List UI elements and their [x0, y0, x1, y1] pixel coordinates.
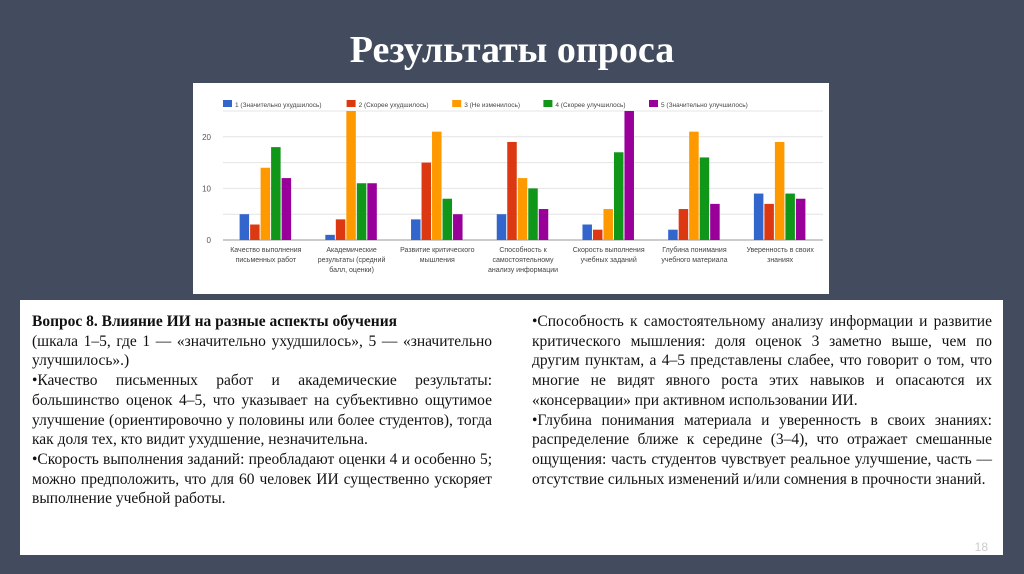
x-tick-label: результаты (средний [318, 256, 386, 264]
bar [785, 193, 795, 240]
bar [356, 183, 367, 240]
slide-title: Результаты опроса [349, 29, 675, 71]
x-tick-label: самостоятельному [492, 257, 554, 264]
right-column: •Способность к самостоятельному анализу … [532, 312, 992, 489]
y-tick-label: 0 [207, 236, 212, 245]
x-tick-label: Развитие критического [400, 247, 474, 254]
paragraph: •Способность к самостоятельному анализу … [532, 313, 992, 409]
question-heading: Вопрос 8. Влияние ИИ на разные аспекты о… [32, 313, 398, 330]
y-tick-label: 10 [202, 184, 211, 193]
x-tick-label: балл, оценки) [329, 266, 374, 274]
x-tick-label: анализу информации [488, 267, 558, 274]
bar [421, 162, 432, 240]
bar [346, 111, 356, 240]
legend-swatch [649, 100, 658, 107]
bar [453, 214, 463, 240]
bar [411, 219, 421, 240]
bar [592, 229, 603, 240]
bar [250, 224, 260, 240]
legend-swatch [223, 100, 232, 107]
bar [795, 198, 806, 240]
x-tick-label: Академические [326, 247, 376, 254]
paragraph: •Качество письменных работ и академическ… [32, 372, 492, 449]
legend-label: 3 (Не изменилось) [464, 102, 520, 109]
bar [764, 203, 774, 240]
bar-chart: 0 10 20 1 (Значительно ухудшилось) 2 (Скорее… [193, 83, 829, 294]
bar [367, 183, 377, 240]
bar [699, 157, 710, 240]
legend-swatch [452, 100, 462, 107]
bar [538, 209, 549, 240]
y-tick-label: 20 [202, 133, 211, 142]
bar [335, 219, 346, 240]
x-tick-label: знаниях [767, 257, 794, 264]
legend-label: 4 (Скорее улучшилось) [555, 102, 625, 109]
x-tick-label: Скорость выполнения [573, 247, 645, 254]
legend-swatch [346, 100, 356, 107]
bar [239, 214, 250, 240]
bar [496, 214, 507, 240]
bar [260, 167, 271, 240]
legend-label: 5 (Значительно улучшилось) [661, 102, 748, 109]
x-tick-label: письменных работ [236, 256, 297, 264]
left-column: Вопрос 8. Влияние ИИ на разные аспекты о… [32, 312, 492, 509]
paragraph: •Скорость выполнения заданий: преобладаю… [32, 450, 492, 508]
bar [281, 178, 292, 240]
bar [603, 209, 613, 240]
chart-svg: 0 10 20 1 (Значительно ухудшилось) 2 (Скорее… [202, 100, 823, 274]
paragraph: •Глубина понимания материала и увереннос… [532, 411, 992, 488]
bar [325, 234, 335, 240]
bar [689, 131, 699, 240]
bar [774, 141, 785, 240]
x-tick-label: Способность к [499, 246, 547, 254]
bar [710, 203, 720, 240]
bar [432, 131, 442, 240]
bar [678, 209, 689, 240]
bar [753, 193, 764, 240]
bar [442, 198, 453, 240]
legend-label: 2 (Скорее ухудшилось) [359, 102, 429, 109]
page-number: 18 [974, 540, 988, 554]
bar [613, 152, 624, 240]
bar [271, 147, 281, 240]
x-tick-label: учебного материала [661, 256, 727, 264]
x-tick-label: учебных заданий [581, 256, 637, 264]
bar [507, 141, 517, 240]
bar [582, 224, 592, 240]
legend-label: 1 (Значительно ухудшилось) [235, 102, 322, 109]
bar [528, 188, 538, 240]
text-panel: Вопрос 8. Влияние ИИ на разные аспекты о… [20, 300, 1003, 555]
x-tick-label: Качество выполнения [230, 247, 301, 254]
x-tick-label: мышления [420, 257, 455, 264]
x-tick-label: Уверенность в своих [746, 247, 814, 254]
paragraph: (шкала 1–5, где 1 — «значительно ухудшил… [32, 332, 492, 370]
bar [668, 229, 678, 240]
x-tick-label: Глубина понимания [662, 246, 727, 254]
bar [517, 178, 528, 240]
bar [624, 111, 634, 240]
legend-swatch [543, 100, 553, 107]
